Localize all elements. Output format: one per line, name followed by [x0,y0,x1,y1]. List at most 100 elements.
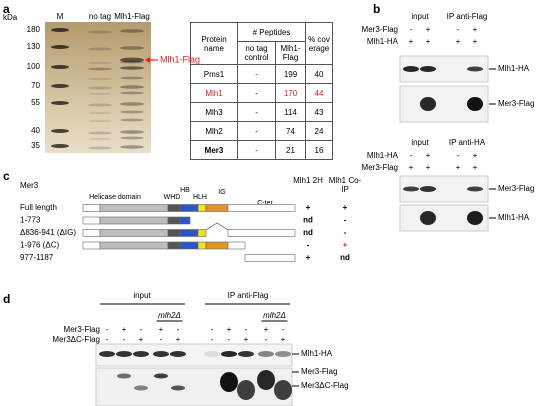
domain-segment [179,204,199,212]
column-header: Mlh1 Co-IP [328,176,362,194]
marker-label: 180 [27,25,41,34]
group-label: input [411,12,429,21]
sign: - [123,335,126,344]
sign: - [160,335,163,344]
band [116,351,132,357]
co-ip: - [344,216,347,225]
sign: + [409,163,414,172]
domain-segment [82,216,101,225]
domain-label: C-ter [257,200,273,207]
band [120,66,144,70]
band [88,138,112,140]
domain-label: IG [218,189,225,196]
sign: + [176,335,181,344]
co-ip: nd [340,253,350,262]
band [220,372,238,392]
band [51,144,69,148]
band [120,102,144,106]
band [120,29,144,33]
band [120,118,144,122]
sign: - [106,325,109,334]
table-row: Mlh2-74 24 [190,121,333,141]
domain-segment [227,229,296,237]
co-ip: - [344,228,347,237]
table-cell: 74 [274,121,307,141]
co-ip: + [343,241,348,250]
construct-label: 1-773 [20,216,41,225]
band [117,373,131,379]
two-hybrid: + [306,253,311,262]
kda-label: kDa [3,13,18,22]
table-cell: Protein name [190,22,238,65]
table-cell: # Peptides [237,22,306,42]
column-header: Mlh1 2H [293,176,323,185]
domain-segment [179,229,199,237]
band [170,351,186,357]
sign: - [177,325,180,334]
lane-label: M [57,12,64,21]
sign: + [227,325,232,334]
band [88,112,112,114]
domain-segment [244,254,296,262]
domain-label: HB [180,187,190,194]
band [120,85,144,89]
table-cell: Mlh2 [190,121,238,141]
marker-label: 40 [31,126,40,135]
two-hybrid: nd [303,228,313,237]
band [153,351,169,357]
band [420,186,436,192]
blot [95,343,293,367]
construct-label: 1-976 (ΔC) [20,241,59,250]
band-label: Mlh1-HA [498,64,530,73]
band [171,385,185,391]
sign: + [426,151,431,160]
sign: - [410,25,413,34]
table-cell: 114 [274,102,307,122]
domain-label: Helicase domain [89,194,141,201]
panel-label: c [3,169,10,183]
sign: + [473,163,478,172]
group-label: IP anti-Flag [447,12,488,21]
band [88,62,112,64]
domain-segment [99,204,169,212]
sign: + [426,37,431,46]
mutant-label: mlh2Δ [263,311,286,320]
sign: + [409,37,414,46]
band [120,57,144,63]
two-hybrid: + [306,203,311,212]
panel-label: d [3,292,10,306]
band-label: Mlh1-HA [301,349,333,358]
table-cell: - [237,140,276,160]
band [120,130,144,134]
mutant-label: mlh2Δ [158,311,181,320]
band [51,28,69,32]
sign: - [282,325,285,334]
band [88,120,112,122]
table-cell: % coverage [305,22,333,65]
domain-segment [227,241,246,250]
band [51,129,69,133]
band [420,97,436,111]
band-label: Mer3-Flag [498,184,534,193]
table-cell: Pms1 [190,64,238,84]
band [120,66,144,70]
domain-segment [82,204,101,212]
panel-label: b [373,2,380,16]
marker-label: 130 [27,42,41,51]
band [467,211,483,225]
co-ip: + [343,203,348,212]
sign: + [426,25,431,34]
sign: + [139,335,144,344]
group-label: IP anti-Flag [228,291,269,300]
panel-label: a [3,2,10,16]
sign: + [244,335,249,344]
sign: - [410,151,413,160]
domain-segment [167,216,181,225]
band [258,351,274,357]
band [403,186,419,192]
sign: + [473,151,478,160]
band-label: Mer3-Flag [301,367,337,376]
domain-segment [99,241,169,250]
